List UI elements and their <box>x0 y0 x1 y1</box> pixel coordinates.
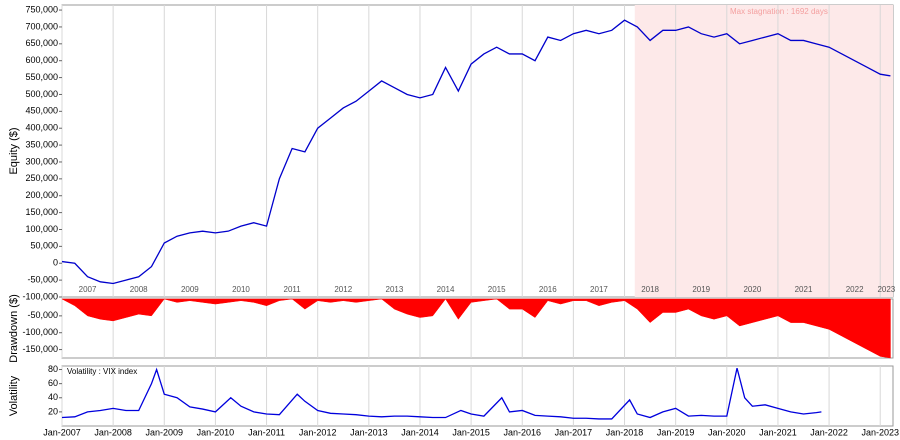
y-tick-label: 750,000 <box>25 4 58 14</box>
y-axis-label: Drawdown ($) <box>8 294 20 362</box>
x-tick-label: Jan-2012 <box>299 427 337 437</box>
x-tick-label: 2009 <box>181 285 199 294</box>
y-tick-label: 600,000 <box>25 55 58 65</box>
y-tick-label: 200,000 <box>25 190 58 200</box>
drawdown-area <box>61 298 891 359</box>
y-tick-label: 350,000 <box>25 139 58 149</box>
x-tick-label: Jan-2016 <box>503 427 541 437</box>
y-tick-label: 650,000 <box>25 38 58 48</box>
x-tick-label: 2019 <box>692 285 710 294</box>
x-tick-label: 2021 <box>795 285 813 294</box>
x-tick-label: Jan-2013 <box>350 427 388 437</box>
y-tick-label: -100,000 <box>22 327 58 337</box>
x-tick-label: Jan-2009 <box>146 427 184 437</box>
y-tick-label: -150,000 <box>22 344 58 354</box>
legend-label: Volatility : VIX index <box>67 367 137 376</box>
x-tick-label: 2011 <box>284 285 302 294</box>
y-tick-label: 300,000 <box>25 156 58 166</box>
equity-line <box>61 19 891 285</box>
y-tick-label: 60 <box>48 378 58 388</box>
x-tick-label: 2020 <box>743 285 761 294</box>
x-tick-label: 2017 <box>590 285 608 294</box>
y-tick-label: 450,000 <box>25 106 58 116</box>
y-tick-label: 100,000 <box>25 224 58 234</box>
x-tick-label: 2018 <box>641 285 659 294</box>
x-tick-label: 2013 <box>386 285 404 294</box>
x-tick-label: Jan-2010 <box>197 427 235 437</box>
x-tick-label: 2010 <box>232 285 250 294</box>
stagnation-band <box>634 5 893 297</box>
x-tick-label: 2016 <box>539 285 557 294</box>
stagnation-label: Max stagnation : 1692 days <box>730 7 828 16</box>
x-tick-label: 2022 <box>846 285 864 294</box>
x-tick-label: Jan-2011 <box>248 427 285 437</box>
x-tick-label: Jan-2008 <box>94 427 132 437</box>
y-tick-label: -100,000 <box>22 291 58 301</box>
y-axis-label: Equity ($) <box>8 127 20 174</box>
x-tick-label: Jan-2022 <box>810 427 848 437</box>
y-tick-label: 500,000 <box>25 89 58 99</box>
x-tick-label: Jan-2018 <box>606 427 644 437</box>
x-tick-label: Jan-2023 <box>861 427 899 437</box>
x-tick-label: Jan-2021 <box>759 427 797 437</box>
x-tick-label: 2014 <box>437 285 455 294</box>
y-tick-label: 50,000 <box>30 241 58 251</box>
y-tick-label: -50,000 <box>27 310 58 320</box>
y-tick-label: 700,000 <box>25 21 58 31</box>
x-tick-label: 2015 <box>488 285 506 294</box>
y-tick-label: 150,000 <box>25 207 58 217</box>
panel-frame <box>61 365 894 427</box>
x-tick-label: 2023 <box>877 285 895 294</box>
y-tick-label: -50,000 <box>27 274 58 284</box>
y-tick-label: 550,000 <box>25 72 58 82</box>
equity-line <box>61 367 822 420</box>
y-axis-label: Volatility <box>8 375 20 416</box>
x-tick-label: Jan-2015 <box>452 427 490 437</box>
x-tick-label: Jan-2014 <box>401 427 439 437</box>
x-tick-label: Jan-2007 <box>43 427 81 437</box>
y-tick-label: 400,000 <box>25 123 58 133</box>
y-tick-label: 0 <box>53 258 58 268</box>
x-tick-label: 2008 <box>130 285 148 294</box>
y-tick-label: 80 <box>48 364 58 374</box>
x-tick-label: 2007 <box>79 285 97 294</box>
y-tick-label: 250,000 <box>25 173 58 183</box>
y-tick-label: 40 <box>48 392 58 402</box>
x-tick-label: Jan-2017 <box>555 427 593 437</box>
x-tick-label: Jan-2020 <box>708 427 746 437</box>
x-tick-label: 2012 <box>334 285 352 294</box>
x-tick-label: Jan-2019 <box>657 427 695 437</box>
y-tick-label: 20 <box>48 406 58 416</box>
